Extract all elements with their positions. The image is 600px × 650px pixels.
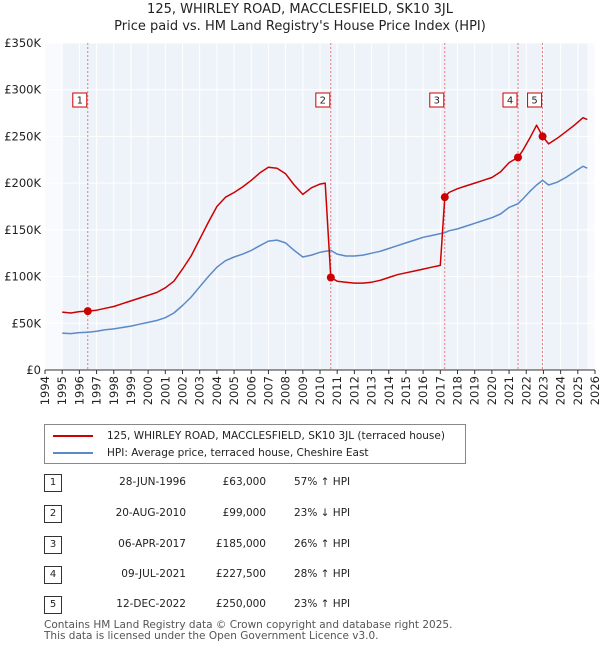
sale-point — [538, 132, 547, 141]
transaction-date: 20-AUG-2010 — [115, 507, 186, 519]
sale-number-label: 4 — [507, 96, 513, 107]
x-tick-label: 2008 — [279, 376, 293, 405]
x-tick-label: 1995 — [55, 376, 69, 405]
transaction-hpi: 57% ↑ HPI — [294, 476, 351, 488]
footer-licence: This data is licensed under the Open Gov… — [44, 630, 379, 642]
x-tick-label: 2009 — [296, 376, 310, 405]
chart-title: 125, WHIRLEY ROAD, MACCLESFIELD, SK10 3J… — [147, 2, 453, 17]
sale-number-box — [527, 92, 543, 108]
sale-number-label: 3 — [434, 96, 440, 107]
legend-item-property: 125, WHIRLEY ROAD, MACCLESFIELD, SK10 3J… — [53, 428, 445, 444]
x-tick-label: 2002 — [176, 376, 190, 405]
x-tick-label: 2024 — [554, 376, 568, 405]
legend-item-hpi: HPI: Average price, terraced house, Ches… — [53, 445, 369, 461]
x-tick-label: 2011 — [330, 376, 344, 405]
hpi-line — [62, 165, 588, 335]
x-tick-label: 1998 — [107, 376, 121, 405]
x-tick-label: 2006 — [244, 376, 258, 405]
legend: 125, WHIRLEY ROAD, MACCLESFIELD, SK10 3J… — [44, 424, 466, 464]
y-tick-label: £200K — [4, 176, 41, 190]
footer-copyright: Contains HM Land Registry data © Crown c… — [44, 619, 453, 631]
chart-subtitle: Price paid vs. HM Land Registry's House … — [114, 19, 486, 34]
transaction-date: 28-JUN-1996 — [119, 476, 186, 488]
x-tick-label: 2013 — [365, 376, 379, 405]
x-tick-label: 2007 — [261, 376, 275, 405]
x-tick-label: 2023 — [536, 376, 550, 405]
transaction-hpi: 23% ↑ HPI — [294, 598, 351, 610]
transaction-hpi: 23% ↓ HPI — [294, 507, 351, 519]
transaction-date: 06-APR-2017 — [118, 538, 186, 550]
sale-point — [440, 193, 449, 202]
sale-number-label: 2 — [320, 96, 326, 107]
transaction-row: 2 20-AUG-2010 £99,000 23% ↓ HPI — [44, 505, 464, 523]
transaction-number: 5 — [44, 596, 62, 614]
no-data-shade-right — [587, 43, 595, 370]
legend-hpi-swatch — [53, 452, 93, 454]
x-tick-label: 2016 — [416, 376, 430, 405]
legend-property-swatch — [53, 435, 93, 437]
transaction-date: 09-JUL-2021 — [121, 568, 186, 580]
sale-point — [326, 273, 335, 282]
footer: Contains HM Land Registry data © Crown c… — [44, 620, 452, 642]
transaction-price: £63,000 — [222, 476, 266, 488]
x-tick-label: 2003 — [193, 376, 207, 405]
y-tick-label: £150K — [4, 223, 41, 237]
transaction-row: 4 09-JUL-2021 £227,500 28% ↑ HPI — [44, 566, 464, 584]
x-tick-label: 2025 — [571, 376, 585, 405]
transaction-date: 12-DEC-2022 — [116, 598, 186, 610]
x-tick-label: 2018 — [451, 376, 465, 405]
x-tick-label: 2005 — [227, 376, 241, 405]
x-tick-label: 2015 — [399, 376, 413, 405]
transaction-price: £250,000 — [215, 598, 266, 610]
y-tick-label: £350K — [4, 36, 41, 50]
sale-number-box — [502, 92, 518, 108]
x-tick-label: 2026 — [588, 376, 600, 405]
x-tick-label: 2017 — [433, 376, 447, 405]
legend-property-label: 125, WHIRLEY ROAD, MACCLESFIELD, SK10 3J… — [107, 430, 445, 442]
price-chart: £0 £50K £100K £150K £200K £250K £300K £350K 1994… — [4, 36, 600, 405]
x-tick-label: 1997 — [90, 376, 104, 405]
transaction-row: 5 12-DEC-2022 £250,000 23% ↑ HPI — [44, 596, 464, 614]
no-data-shade-left — [45, 43, 63, 370]
x-tick-label: 2019 — [468, 376, 482, 405]
legend-hpi-label: HPI: Average price, terraced house, Ches… — [107, 447, 369, 459]
x-tick-label: 1996 — [72, 376, 86, 405]
transaction-number: 2 — [44, 505, 62, 523]
sale-number-box — [315, 92, 331, 108]
transaction-number: 4 — [44, 566, 62, 584]
transaction-hpi: 26% ↑ HPI — [294, 538, 351, 550]
transaction-hpi: 28% ↑ HPI — [294, 568, 351, 580]
y-tick-label: £300K — [4, 83, 41, 97]
sale-point — [514, 153, 522, 162]
y-tick-label: £50K — [12, 316, 42, 330]
transaction-price: £185,000 — [215, 538, 266, 550]
transaction-price: £99,000 — [222, 507, 266, 519]
x-tick-label: 2001 — [158, 376, 172, 405]
sale-number-box — [429, 92, 445, 108]
sale-number-label: 5 — [531, 96, 537, 107]
sale-point — [83, 307, 92, 316]
x-tick-label: 2022 — [519, 376, 533, 405]
x-tick-label: 1994 — [38, 376, 52, 405]
transaction-price: £227,500 — [215, 568, 266, 580]
x-tick-label: 2004 — [210, 376, 224, 405]
transaction-row: 1 28-JUN-1996 £63,000 57% ↑ HPI — [44, 474, 464, 492]
x-tick-label: 2021 — [502, 376, 516, 405]
y-tick-label: £250K — [4, 129, 41, 143]
sale-number-box — [72, 92, 88, 108]
x-tick-label: 2000 — [141, 376, 155, 405]
x-tick-label: 2020 — [485, 376, 499, 405]
transaction-number: 1 — [44, 474, 62, 492]
transaction-number: 3 — [44, 536, 62, 554]
transaction-row: 3 06-APR-2017 £185,000 26% ↑ HPI — [44, 536, 464, 554]
y-tick-label: £0 — [26, 363, 41, 377]
x-tick-label: 2010 — [313, 376, 327, 405]
sale-number-label: 1 — [77, 96, 83, 107]
y-tick-label: £100K — [4, 270, 41, 284]
x-tick-label: 2014 — [382, 376, 396, 405]
x-tick-label: 1999 — [124, 376, 138, 405]
x-tick-label: 2012 — [347, 376, 361, 405]
